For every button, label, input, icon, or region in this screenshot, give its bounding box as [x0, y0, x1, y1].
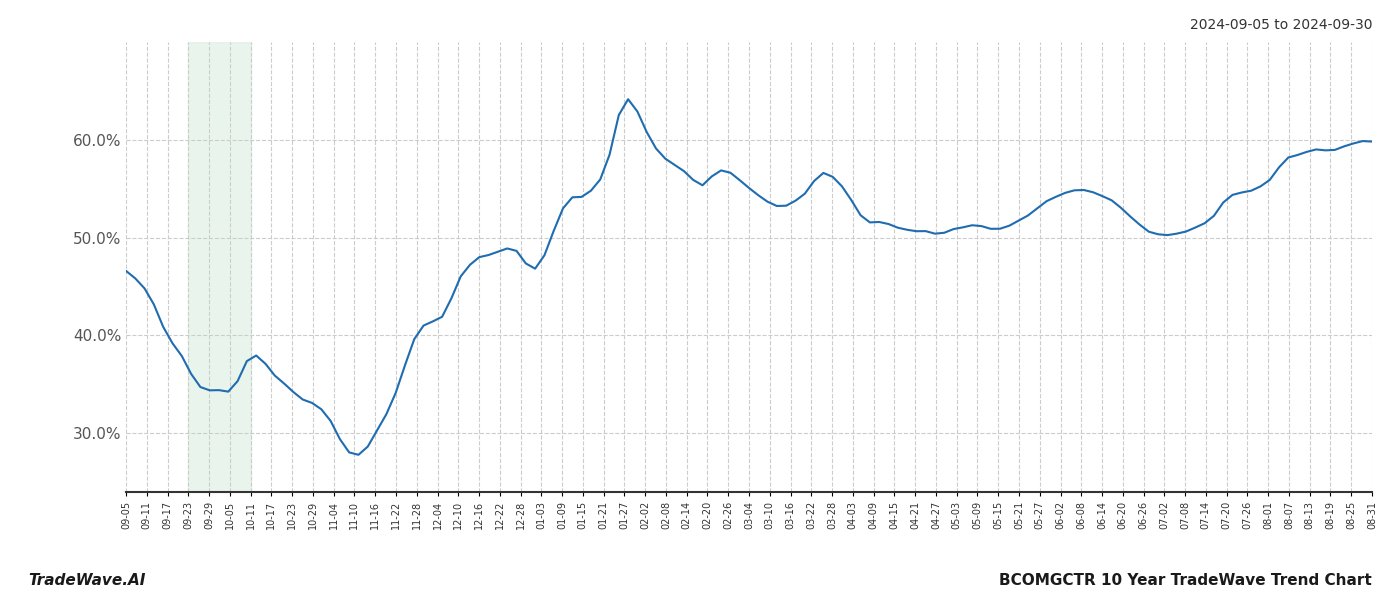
Text: BCOMGCTR 10 Year TradeWave Trend Chart: BCOMGCTR 10 Year TradeWave Trend Chart — [1000, 573, 1372, 588]
Text: 2024-09-05 to 2024-09-30: 2024-09-05 to 2024-09-30 — [1190, 18, 1372, 32]
Bar — [188, 42, 251, 492]
Text: TradeWave.AI: TradeWave.AI — [28, 573, 146, 588]
